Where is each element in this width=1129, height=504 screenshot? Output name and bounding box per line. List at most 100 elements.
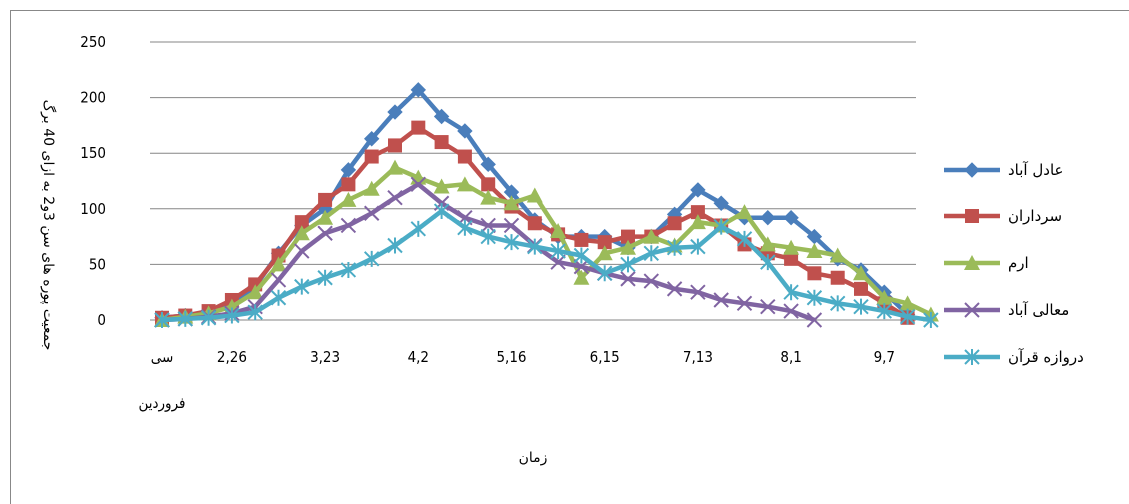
- data-point: [643, 228, 660, 244]
- data-point: [620, 271, 636, 287]
- data-point: [456, 176, 473, 192]
- data-point: [853, 265, 869, 281]
- series-line: [161, 165, 932, 323]
- data-point: [736, 230, 753, 247]
- data-point: [760, 209, 776, 226]
- data-point: [784, 251, 799, 266]
- data-point: [340, 162, 357, 178]
- data-point: [503, 234, 520, 251]
- data-point: [387, 189, 403, 206]
- data-point: [876, 289, 893, 305]
- legend-label: ارم: [1008, 254, 1029, 272]
- data-point: [247, 284, 264, 300]
- data-point: [690, 182, 706, 198]
- data-point: [317, 209, 334, 225]
- legend: عادل آباد سرداران ارم معالی آباد دروازه قرآن: [944, 161, 1084, 366]
- data-point: [667, 216, 682, 231]
- data-point: [621, 229, 635, 244]
- data-point: [690, 205, 705, 220]
- data-point: [690, 284, 706, 300]
- data-point: [340, 217, 357, 234]
- legend-item: عادل آباد: [944, 161, 1063, 179]
- data-point: [527, 216, 542, 231]
- x-tick-label: فروردین: [139, 394, 186, 412]
- data-point: [597, 235, 612, 250]
- data-point: [643, 245, 660, 262]
- data-point: [806, 289, 823, 306]
- data-point: [294, 278, 310, 295]
- data-point: [596, 245, 613, 261]
- data-point: [760, 254, 776, 271]
- data-point: [387, 104, 403, 120]
- data-point: [177, 310, 194, 327]
- data-point: [526, 187, 543, 203]
- data-point: [596, 265, 613, 282]
- y-tick-label: 50: [89, 255, 106, 273]
- data-point: [481, 177, 496, 192]
- data-point: [480, 228, 496, 245]
- data-point: [433, 178, 450, 194]
- data-point: [829, 247, 846, 263]
- data-point: [457, 123, 473, 139]
- x-axis-label: زمان: [519, 450, 548, 466]
- data-point: [550, 223, 567, 239]
- legend-item: ارم: [944, 254, 1029, 272]
- x-tick-label: 3,23: [310, 348, 340, 366]
- data-point: [340, 191, 357, 207]
- x-tick-label: 9,7: [874, 348, 895, 366]
- y-tick-label: 100: [80, 200, 106, 218]
- y-tick-label: 200: [80, 89, 106, 107]
- data-point: [270, 256, 287, 272]
- data-point: [690, 238, 706, 255]
- data-point: [573, 269, 590, 285]
- data-point: [965, 209, 979, 223]
- data-point: [899, 308, 916, 325]
- data-point: [620, 256, 636, 273]
- data-point: [830, 270, 845, 285]
- data-point: [573, 258, 590, 275]
- data-point: [923, 312, 939, 328]
- data-point: [783, 284, 799, 301]
- y-tick-label: 150: [80, 144, 106, 162]
- data-point: [411, 120, 426, 135]
- data-point: [620, 239, 636, 255]
- data-point: [363, 205, 380, 221]
- data-point: [154, 312, 170, 328]
- legend-item: معالی آباد: [944, 301, 1069, 319]
- data-point: [964, 162, 980, 178]
- legend-item: سرداران: [944, 207, 1062, 225]
- x-tick-label: 7,13: [683, 348, 713, 366]
- data-point: [783, 239, 800, 255]
- data-point: [480, 217, 496, 234]
- x-tick-label: سی: [151, 348, 174, 366]
- data-point: [854, 281, 868, 296]
- data-point: [387, 159, 403, 175]
- legend-label: عادل آباد: [1008, 161, 1063, 179]
- data-point: [387, 237, 403, 254]
- data-point: [783, 209, 799, 226]
- data-point: [829, 295, 846, 312]
- y-tick-label: 0: [97, 311, 106, 329]
- data-point: [713, 292, 729, 308]
- series-layer: [154, 82, 939, 328]
- data-point: [363, 250, 380, 267]
- data-point: [760, 298, 776, 315]
- data-point: [807, 266, 822, 281]
- x-tick-label: 8,1: [780, 348, 801, 366]
- data-point: [503, 217, 520, 234]
- data-point: [574, 232, 589, 247]
- x-tick-label: 4,2: [408, 348, 429, 366]
- data-point: [550, 254, 566, 270]
- data-point: [457, 149, 472, 164]
- data-point: [503, 195, 520, 211]
- data-point: [853, 298, 869, 315]
- data-point: [457, 219, 473, 236]
- data-point: [643, 273, 660, 289]
- legend-label: معالی آباد: [1008, 301, 1069, 319]
- x-tick-label: 5,16: [496, 348, 526, 366]
- data-point: [806, 243, 823, 259]
- data-point: [410, 220, 427, 237]
- data-point: [317, 225, 333, 241]
- data-point: [480, 156, 496, 173]
